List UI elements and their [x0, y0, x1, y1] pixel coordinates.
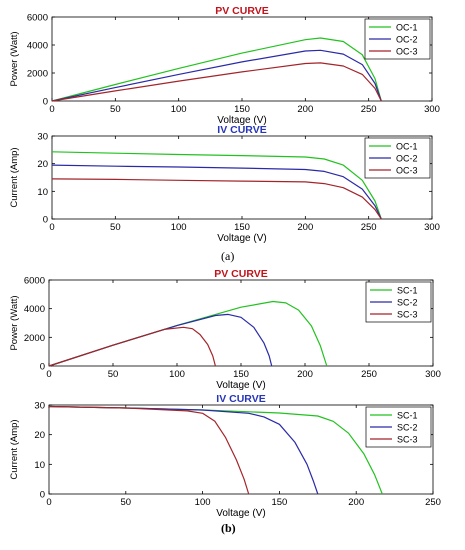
x-tick-label: 300 [424, 104, 440, 115]
x-tick-label: 100 [171, 222, 187, 233]
chart-panel-4: 0 50 100 150 200 250 0 10 20 30 IV CURVE Voltage (V… [9, 393, 441, 519]
x-tick-label: 50 [121, 497, 132, 508]
caption-b: (b) [221, 521, 236, 535]
x-tick-label: 100 [195, 497, 211, 508]
x-tick-label: 200 [297, 104, 313, 115]
legend-label: OC-1 [396, 23, 418, 33]
x-tick-label: 150 [234, 222, 250, 233]
x-tick-label: 250 [425, 497, 441, 508]
chart-panel-1: 0 50 100 150 200 250 300 0 2000 4000 6000 PV CURVE V… [9, 5, 440, 126]
chart-title: PV CURVE [215, 5, 269, 17]
y-tick-label: 2000 [24, 333, 45, 344]
x-tick-label: 150 [234, 104, 250, 115]
y-axis-label: Power (Watt) [9, 295, 20, 350]
y-tick-label: 0 [43, 97, 48, 108]
legend-label: SC-2 [397, 298, 418, 308]
x-tick-label: 250 [361, 222, 377, 233]
x-tick-label: 200 [297, 369, 313, 380]
caption-a: (a) [221, 249, 235, 263]
x-tick-label: 300 [424, 222, 440, 233]
legend-label: SC-1 [397, 411, 418, 421]
y-tick-label: 4000 [24, 304, 45, 315]
legend-box [365, 406, 432, 448]
legend-label: OC-2 [396, 154, 418, 164]
legend-label: SC-3 [397, 435, 418, 445]
x-tick-label: 50 [110, 104, 121, 115]
chart-title: PV CURVE [214, 268, 268, 280]
chart-panel-3: 0 50 100 150 200 250 300 0 2000 4000 6000 PV CURVE V… [9, 268, 441, 391]
x-axis-label: Voltage (V) [216, 380, 265, 391]
legend-label: SC-2 [397, 423, 418, 433]
x-tick-label: 0 [49, 222, 54, 233]
legend-label: OC-3 [396, 47, 418, 57]
chart-title: IV CURVE [216, 393, 265, 405]
x-tick-label: 200 [348, 497, 364, 508]
x-tick-label: 200 [297, 222, 313, 233]
y-tick-label: 20 [34, 430, 45, 441]
series-line-oc-3 [51, 62, 382, 102]
x-axis-label: Voltage (V) [217, 233, 266, 244]
y-tick-label: 30 [37, 132, 48, 143]
x-tick-label: 0 [46, 369, 51, 380]
x-tick-label: 300 [425, 369, 441, 380]
series-line-sc-3 [48, 405, 250, 495]
chart-panel-2: 0 50 100 150 200 250 300 0 10 20 30 IV CURVE Voltage… [9, 124, 440, 244]
series-line-sc-2 [48, 405, 319, 495]
legend-label: SC-3 [397, 310, 418, 320]
y-tick-label: 10 [37, 187, 48, 198]
y-axis-label: Current (Amp) [9, 419, 20, 479]
legend: OC-1 OC-2 OC-3 [364, 18, 431, 60]
y-tick-label: 0 [43, 215, 48, 226]
legend: SC-1 SC-2 SC-3 [365, 406, 432, 448]
x-axis-label: Voltage (V) [217, 115, 266, 126]
y-tick-label: 6000 [27, 13, 48, 24]
x-tick-label: 100 [171, 104, 187, 115]
legend-label: OC-2 [396, 35, 418, 45]
series-line-sc-3 [48, 326, 216, 367]
x-tick-label: 0 [49, 104, 54, 115]
series-line-oc-1 [51, 37, 382, 102]
x-tick-label: 250 [361, 104, 377, 115]
x-tick-label: 150 [233, 369, 249, 380]
legend: SC-1 SC-2 SC-3 [365, 281, 432, 323]
y-axis-label: Current (Amp) [9, 147, 20, 207]
x-tick-label: 50 [108, 369, 119, 380]
x-tick-label: 250 [361, 369, 377, 380]
y-tick-label: 30 [34, 401, 45, 412]
y-tick-label: 4000 [27, 41, 48, 52]
x-tick-label: 100 [169, 369, 185, 380]
y-tick-label: 6000 [24, 276, 45, 287]
y-tick-label: 0 [40, 362, 45, 373]
y-tick-label: 0 [40, 490, 45, 501]
chart-title: IV CURVE [217, 124, 266, 136]
y-tick-label: 2000 [27, 69, 48, 80]
series-line-oc-2 [51, 164, 382, 220]
legend: OC-1 OC-2 OC-3 [364, 137, 431, 179]
y-tick-label: 10 [34, 460, 45, 471]
series-line-oc-1 [51, 151, 382, 220]
series-line-oc-2 [51, 49, 382, 102]
legend-label: OC-1 [396, 142, 418, 152]
legend-label: SC-1 [397, 286, 418, 296]
x-tick-label: 150 [271, 497, 287, 508]
legend-label: OC-3 [396, 166, 418, 176]
x-tick-label: 0 [46, 497, 51, 508]
x-axis-label: Voltage (V) [216, 508, 265, 519]
series-line-oc-3 [51, 178, 382, 220]
y-axis-label: Power (Watt) [9, 31, 20, 86]
x-tick-label: 50 [110, 222, 121, 233]
y-tick-label: 20 [37, 159, 48, 170]
